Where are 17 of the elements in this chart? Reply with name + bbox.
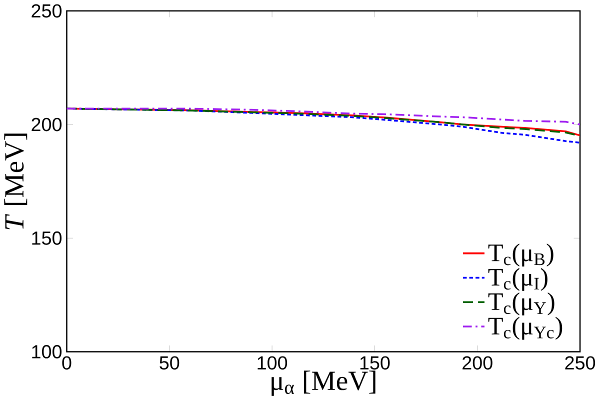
y-tick-label: 150 bbox=[32, 231, 62, 245]
legend-label: T$_{c}$(μ$_{Yc}$) bbox=[488, 316, 562, 340]
legend-label: T$_{c}$(μ$_{I}$) bbox=[488, 268, 548, 291]
x-tick-label: 0 bbox=[62, 356, 72, 370]
legend-label: T$_{c}$(μ$_{Y}$) bbox=[488, 292, 554, 316]
x-tick-label: 50 bbox=[160, 356, 180, 370]
x-axis-title: μ$_{α}$ [MeV] bbox=[272, 370, 376, 396]
y-tick-label: 200 bbox=[32, 118, 62, 132]
x-tick-label: 200 bbox=[462, 356, 492, 370]
line-series bbox=[66, 108, 580, 126]
y-tick-label: 250 bbox=[32, 4, 62, 18]
y-tick-label: 100 bbox=[32, 345, 62, 358]
x-tick-label: 150 bbox=[360, 356, 390, 370]
x-tick-label: 100 bbox=[258, 356, 288, 370]
y-axis-title: T [MeV] bbox=[4, 134, 28, 230]
x-tick-label: 250 bbox=[565, 356, 596, 370]
legend-label: T$_{c}$(μ$_{B}$) bbox=[488, 244, 554, 266]
